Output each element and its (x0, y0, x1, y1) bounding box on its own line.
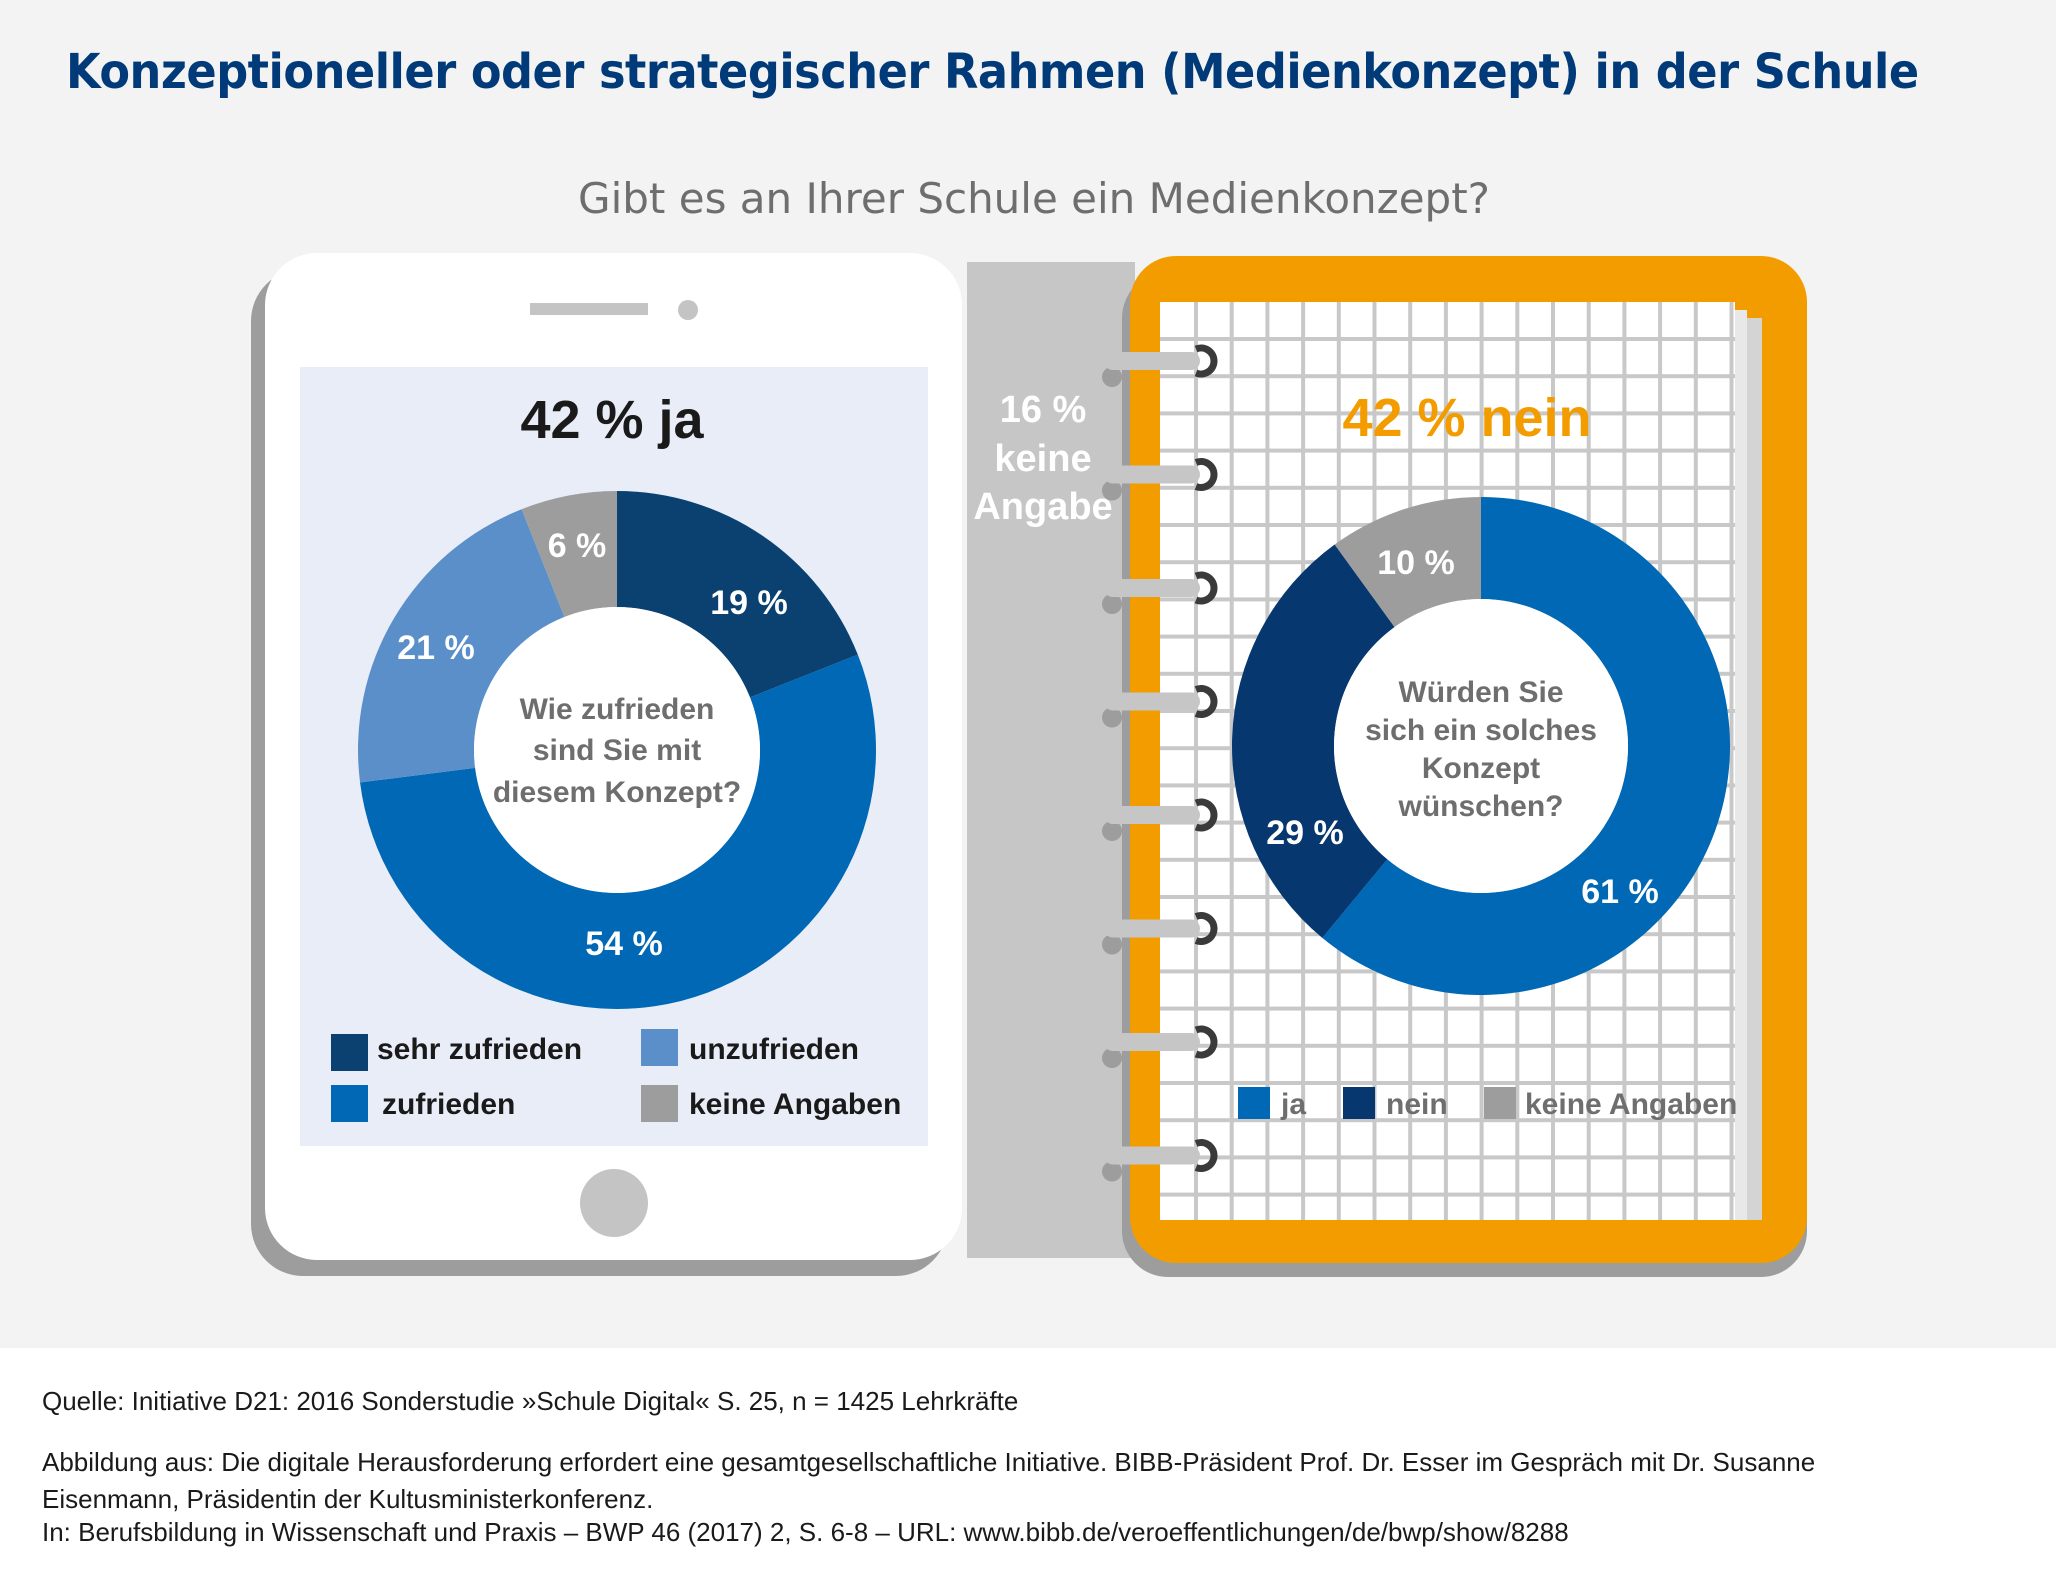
footer-figure-line-1: Abbildung aus: Die digitale Herausforder… (42, 1447, 1816, 1477)
legend-swatch-sehr-zufrieden (331, 1034, 368, 1071)
grid-line-horizontal (1160, 448, 1735, 453)
grid-line-horizontal (1160, 1006, 1735, 1011)
label-keine-angaben-left: 6 % (548, 527, 607, 565)
headline-ja: 42 % ja (520, 390, 704, 450)
strip-line-3: Angabe (973, 486, 1112, 528)
grid-line-horizontal (1160, 1118, 1735, 1123)
donut-segment-nein (1231, 544, 1395, 938)
spiral-ring-icon (1102, 458, 1218, 501)
legend-right: ja nein keine Angaben (1238, 1087, 1737, 1121)
label-keine-angaben-right: 10 % (1377, 544, 1455, 582)
center-text-right-3: Konzept (1422, 752, 1540, 785)
label-zufrieden: 54 % (585, 925, 663, 963)
legend-swatch-keine-angaben-right (1484, 1087, 1516, 1119)
spiral-ring-icon (1102, 1139, 1218, 1182)
legend-swatch-unzufrieden (641, 1029, 678, 1066)
strip-line-2: keine (994, 438, 1091, 480)
footer-figure-line-2: Eisenmann, Präsidentin der Kultusministe… (42, 1484, 654, 1514)
donut-segment-sehr-zufrieden (617, 491, 858, 698)
grid-line-horizontal (1160, 337, 1735, 341)
page-title: Konzeptioneller oder strategischer Rahme… (66, 44, 1919, 100)
grid-line-vertical (1729, 302, 1734, 1220)
legend-label-keine-angaben-right: keine Angaben (1525, 1088, 1737, 1121)
spiral-rings (1102, 344, 1218, 1182)
spiral-ring-icon (1102, 1025, 1218, 1068)
grid-line-horizontal (1160, 1043, 1735, 1048)
footer-source: Quelle: Initiative D21: 2016 Sonderstudi… (42, 1386, 1019, 1416)
center-text-left-3: diesem Konzept? (493, 776, 741, 809)
grid-line-horizontal (1160, 374, 1735, 379)
legend-label-unzufrieden: unzufrieden (689, 1033, 859, 1066)
grid-line-horizontal (1160, 1192, 1735, 1197)
donut-segment-unzufrieden (357, 509, 565, 783)
donut-segment-keine-angaben (521, 491, 617, 618)
legend-label-sehr-zufrieden: sehr zufrieden (377, 1033, 582, 1066)
spiral-ring-icon (1102, 685, 1218, 728)
speaker-icon (530, 303, 648, 315)
camera-icon (678, 300, 698, 320)
grid-line-horizontal (1160, 485, 1735, 490)
donut-hole (474, 607, 760, 893)
legend-label-ja: ja (1280, 1088, 1306, 1121)
donut-chart-wish (1231, 497, 1730, 995)
donut-segment-ja (1322, 497, 1730, 995)
legend-left: sehr zufrieden unzufrieden zufrieden kei… (331, 1029, 901, 1122)
center-text-right-4: wünschen? (1397, 790, 1563, 823)
headline-nein: 42 % nein (1342, 388, 1591, 448)
spiral-ring-icon (1102, 571, 1218, 614)
grid-line-horizontal (1160, 1081, 1735, 1085)
donut-segment-zufrieden (360, 654, 876, 1009)
grid-line-horizontal (1160, 411, 1735, 416)
grid-line-vertical (1194, 302, 1198, 1220)
label-sehr-zufrieden: 19 % (710, 584, 788, 622)
legend-swatch-zufrieden (331, 1085, 368, 1122)
center-text-left-2: sind Sie mit (533, 734, 701, 767)
spiral-ring-icon (1102, 912, 1218, 955)
donut-chart-satisfaction (357, 491, 876, 1009)
grid-line-vertical (1229, 302, 1234, 1220)
question-subtitle: Gibt es an Ihrer Schule ein Medienkonzep… (578, 174, 1490, 223)
label-nein: 29 % (1266, 814, 1344, 852)
donut-hole (1334, 599, 1628, 893)
center-text-left-1: Wie zufrieden (520, 693, 715, 726)
footer-figure-line-3: In: Berufsbildung in Wissenschaft und Pr… (42, 1517, 1569, 1547)
legend-swatch-ja (1238, 1087, 1270, 1119)
center-text-right-1: Würden Sie (1398, 676, 1563, 709)
strip-line-1: 16 % (1000, 389, 1087, 431)
legend-label-keine-angaben-left: keine Angaben (689, 1088, 901, 1121)
spiral-ring-icon (1102, 344, 1218, 387)
keine-angabe-strip (967, 262, 1135, 1258)
spiral-ring-icon (1102, 798, 1218, 841)
home-button-icon (580, 1169, 648, 1237)
legend-swatch-nein (1343, 1087, 1375, 1119)
legend-label-nein: nein (1386, 1088, 1448, 1121)
grid-line-horizontal (1160, 1155, 1735, 1160)
label-ja: 61 % (1581, 873, 1659, 911)
center-text-right-2: sich ein solches (1365, 714, 1597, 747)
legend-label-zufrieden: zufrieden (382, 1088, 515, 1121)
label-unzufrieden: 21 % (397, 629, 475, 667)
donut-segment-keine-angaben (1334, 497, 1481, 628)
legend-swatch-keine-angaben-left (641, 1085, 678, 1122)
